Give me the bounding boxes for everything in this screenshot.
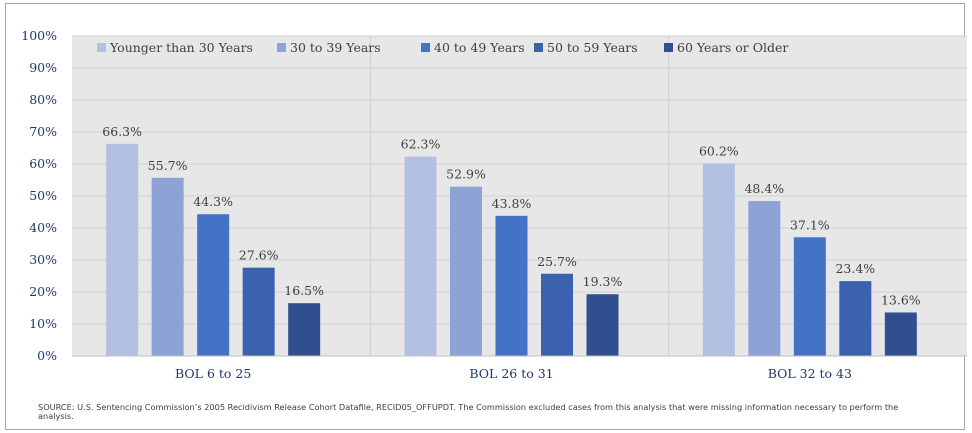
bar [884,312,917,356]
legend-swatch [277,43,286,52]
data-label: 62.3% [401,137,441,152]
data-label: 60.2% [699,143,739,158]
y-tick-label: 20% [29,284,57,299]
bar [748,201,781,356]
bar [404,156,437,356]
bar [151,177,184,356]
y-tick-label: 80% [29,92,57,107]
bar [495,215,528,356]
bar [242,267,275,356]
bar [793,237,826,356]
data-label: 13.6% [881,292,921,307]
data-label: 43.8% [492,196,532,211]
data-label: 55.7% [148,158,188,173]
bar [197,214,230,356]
legend-label: 50 to 59 Years [547,40,638,55]
y-tick-label: 0% [37,348,57,363]
bar [541,273,573,356]
data-label: 44.3% [193,194,233,209]
data-label: 52.9% [446,167,486,182]
y-tick-label: 50% [29,188,57,203]
bar [839,281,872,356]
source-note: SOURCE: U.S. Sentencing Commission’s 200… [38,402,899,421]
legend-swatch [421,43,430,52]
category-label: BOL 32 to 43 [768,366,852,381]
legend-swatch [664,43,673,52]
data-label: 48.4% [744,181,784,196]
bar [288,303,321,356]
bar [450,186,482,356]
legend-label: 60 Years or Older [677,40,788,55]
bar [586,294,619,356]
y-tick-label: 10% [29,316,57,331]
y-tick-label: 90% [29,60,57,75]
y-tick-label: 30% [29,252,57,267]
data-label: 27.6% [239,248,279,263]
y-tick-label: 60% [29,156,57,171]
legend-label: 40 to 49 Years [434,40,525,55]
legend-label: Younger than 30 Years [109,40,253,55]
y-tick-label: 100% [21,28,57,43]
bar [106,143,139,356]
legend-swatch [534,43,543,52]
data-label: 19.3% [583,274,623,289]
bar [702,163,735,356]
legend-swatch [97,43,106,52]
y-tick-label: 40% [29,220,57,235]
category-label: BOL 26 to 31 [469,366,553,381]
legend-label: 30 to 39 Years [290,40,381,55]
data-label: 23.4% [835,261,875,276]
data-label: 25.7% [537,254,577,269]
data-label: 37.1% [790,217,830,232]
category-label: BOL 6 to 25 [175,366,251,381]
data-label: 66.3% [102,124,142,139]
bar-chart: 0% 10% 20% 30% 40% 50% 60% 70% 80% 90% 100% 66.3% 55… [21,28,967,381]
y-tick-label: 70% [29,124,57,139]
data-label: 16.5% [284,283,324,298]
